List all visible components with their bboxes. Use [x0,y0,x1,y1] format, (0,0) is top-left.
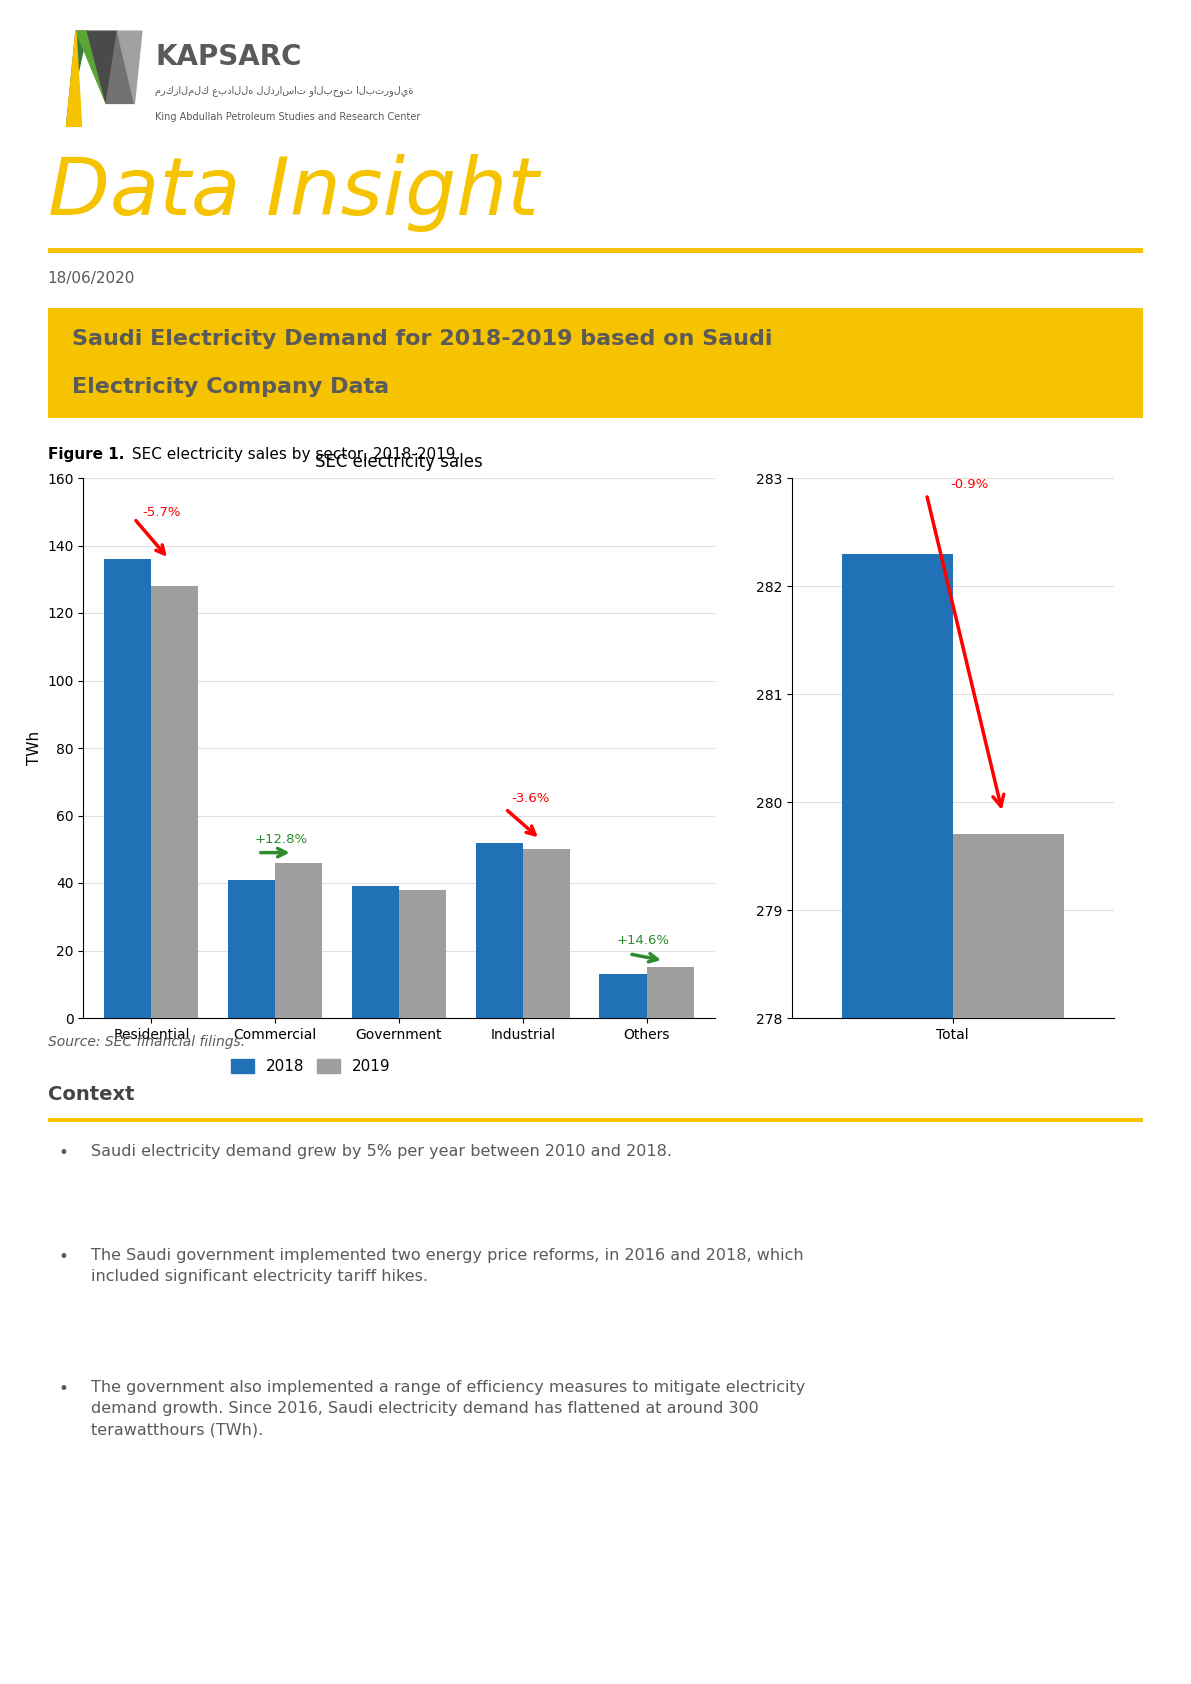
Text: -3.6%: -3.6% [512,793,550,805]
Text: Electricity Company Data: Electricity Company Data [71,377,389,397]
Polygon shape [76,30,106,103]
Bar [953,834,1064,1684]
Text: SEC electricity sales by sector, 2018-2019.: SEC electricity sales by sector, 2018-20… [126,448,460,463]
Text: KAPSARC: KAPSARC [155,44,301,71]
Bar [105,559,151,1019]
Polygon shape [118,30,142,103]
Bar [475,842,523,1019]
Text: مركزالملك عبدالله للدراسات والبحوث البترولية: مركزالملك عبدالله للدراسات والبحوث البتر… [155,84,413,96]
Text: The Saudi government implemented two energy price reforms, in 2016 and 2018, whi: The Saudi government implemented two ene… [92,1248,804,1283]
Text: Saudi electricity demand grew by 5% per year between 2010 and 2018.: Saudi electricity demand grew by 5% per … [92,1143,673,1159]
Polygon shape [67,30,81,126]
Y-axis label: TWh: TWh [26,731,42,765]
Text: -0.9%: -0.9% [950,478,989,492]
Text: +14.6%: +14.6% [617,935,669,946]
Bar [275,862,323,1019]
Bar [599,973,647,1019]
Text: Saudi Electricity Demand for 2018-2019 based on Saudi: Saudi Electricity Demand for 2018-2019 b… [71,328,772,349]
Bar [399,889,445,1019]
Text: •: • [58,1381,68,1398]
Bar [151,586,199,1019]
Text: +12.8%: +12.8% [254,834,307,845]
Title: SEC electricity sales: SEC electricity sales [316,453,482,472]
Bar [842,554,953,1684]
Text: Data Insight: Data Insight [48,153,538,232]
Bar [229,879,275,1019]
Polygon shape [106,30,135,103]
Bar [523,849,569,1019]
Text: -5.7%: -5.7% [143,505,181,519]
Text: 18/06/2020: 18/06/2020 [48,271,135,286]
Text: Source: SEC financial filings.: Source: SEC financial filings. [48,1036,245,1049]
Bar [353,886,399,1019]
Text: King Abdullah Petroleum Studies and Research Center: King Abdullah Petroleum Studies and Rese… [155,111,420,121]
Legend: 2018, 2019: 2018, 2019 [225,1052,397,1081]
Polygon shape [67,30,87,126]
Text: Context: Context [48,1086,135,1105]
Text: •: • [58,1143,68,1162]
Text: Figure 1.: Figure 1. [48,448,124,463]
Text: The government also implemented a range of efficiency measures to mitigate elect: The government also implemented a range … [92,1381,806,1438]
Text: •: • [58,1248,68,1266]
Bar [647,967,693,1019]
Polygon shape [87,30,118,103]
